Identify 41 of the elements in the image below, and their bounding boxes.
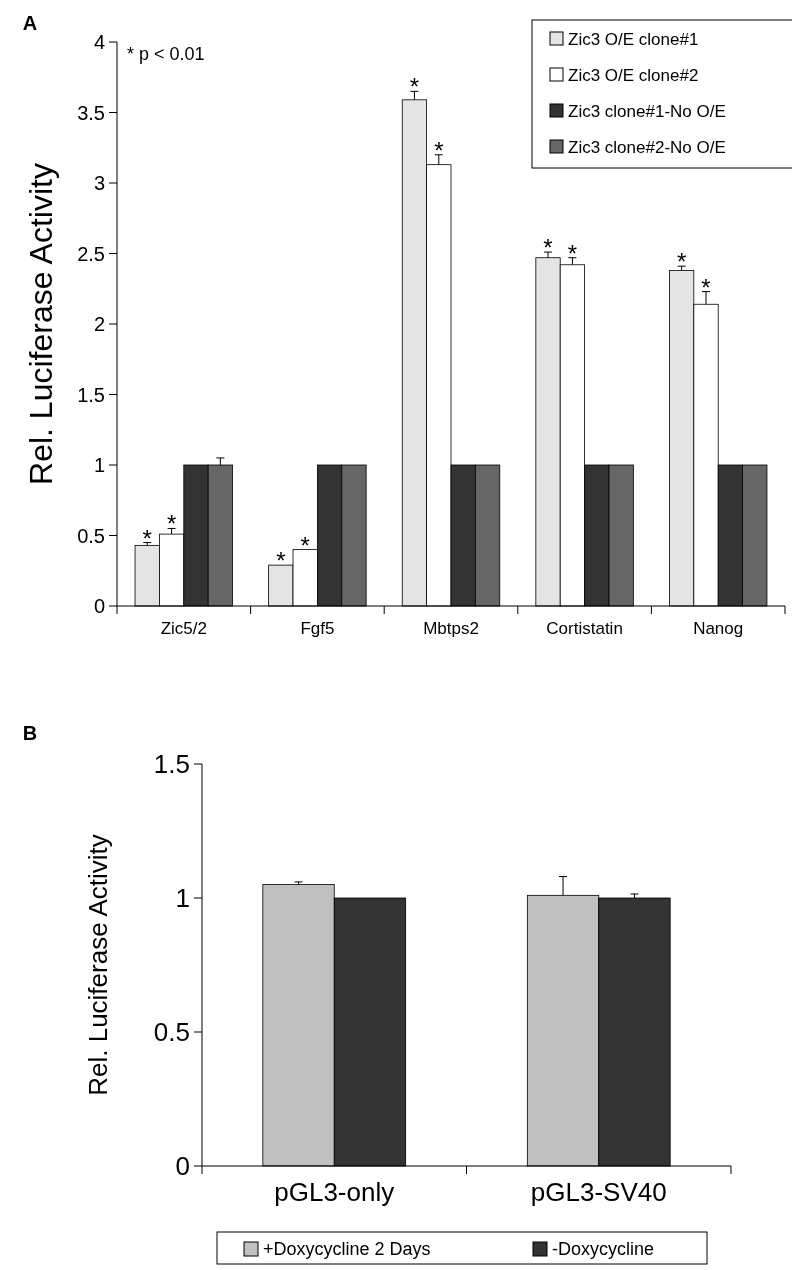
legend-label: Zic3 O/E clone#1 [568,30,699,49]
y-axis-title: Rel. Luciferase Activity [23,163,59,485]
chart-title: A [22,12,38,34]
annotation: * [676,248,687,276]
y-tick-label: 1 [93,454,105,476]
y-tick-label: 2.5 [77,242,105,265]
x-tick-label: Mbtps2 [423,619,479,638]
annotation: * [434,136,444,164]
x-tick-label: pGL3-SV40 [530,1177,667,1207]
y-tick-label: 0.5 [77,524,105,547]
x-tick-label: Fgf5 [300,619,335,638]
annotation: * [409,73,420,101]
x-tick-label: Nanog [693,619,744,638]
legend-label: Zic3 clone#2-No O/E [568,138,726,157]
annotation: * [567,239,578,267]
y-tick-label: 1.5 [153,749,190,780]
annotation: * [300,531,310,559]
x-tick-label: pGL3-only [274,1177,395,1207]
y-tick-label: 3.5 [77,101,105,124]
y-tick-label: 0 [175,1151,190,1182]
y-tick-label: 3 [93,172,105,194]
annotation: * [142,524,152,552]
legend-label: Zic3 O/E clone#2 [568,66,699,85]
y-tick-label: 0 [93,595,105,617]
legend-label: +Doxycycline 2 Days [263,1239,431,1259]
text: B [22,722,38,744]
x-tick-label: Cortistatin [546,619,623,638]
y-tick-label: 1 [175,883,190,914]
y-tick-label: 1.5 [77,383,105,406]
x-tick-label: Zic5/2 [160,619,207,638]
y-tick-label: 4 [93,31,105,53]
annotation: * [543,234,553,262]
y-tick-label: 0.5 [153,1017,190,1048]
annotation: * [701,273,711,301]
y-axis-title: Rel. Luciferase Activity [83,834,113,1096]
annotation: * [276,547,286,575]
legend-label: -Doxycycline [552,1239,655,1259]
annotation: * p < 0.01 [127,44,205,64]
legend-label: Zic3 clone#1-No O/E [568,102,726,121]
annotation: * [166,510,177,538]
y-tick-label: 2 [93,313,105,335]
